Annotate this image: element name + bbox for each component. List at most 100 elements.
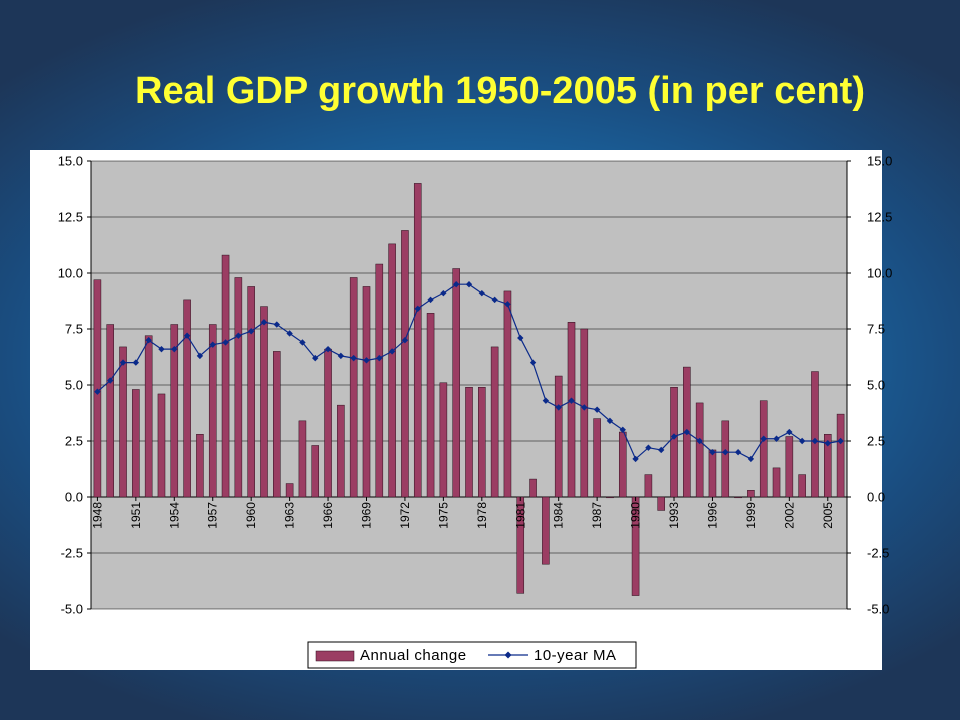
ma-line-group <box>94 281 844 463</box>
x-tick-label: 1972 <box>398 502 412 529</box>
ma-point <box>209 341 216 348</box>
bar <box>362 286 371 498</box>
x-tick-label: 1993 <box>667 502 681 529</box>
ma-point <box>145 337 152 344</box>
ma-point <box>337 352 345 360</box>
legend-bar-swatch <box>315 650 355 662</box>
bar <box>324 348 332 498</box>
bar <box>234 277 243 498</box>
ma-point <box>568 397 575 404</box>
ma-point <box>414 305 421 313</box>
ma-point <box>645 444 652 451</box>
bar <box>426 313 435 498</box>
ma-point <box>388 348 396 355</box>
right-tick-label: 7.5 <box>867 322 885 337</box>
x-tick-label: 1948 <box>90 502 104 529</box>
bar <box>747 490 755 498</box>
bar <box>196 434 204 498</box>
x-tick-label: 1951 <box>129 502 143 529</box>
ma-point <box>222 339 229 346</box>
bar <box>337 404 345 498</box>
x-tick-label: 1996 <box>705 502 719 529</box>
ma-point <box>132 359 140 366</box>
bar <box>593 418 601 498</box>
bar <box>772 467 781 498</box>
bar <box>708 449 717 498</box>
ma-point <box>696 437 703 445</box>
ma-point <box>555 404 562 411</box>
bar <box>670 386 678 498</box>
bar <box>490 346 499 498</box>
bar <box>311 445 320 498</box>
bar <box>273 351 281 498</box>
ma-point <box>542 397 550 404</box>
ma-point <box>107 377 114 384</box>
ma-point <box>747 455 755 463</box>
right-tick-label: 12.5 <box>867 210 892 225</box>
bar <box>811 371 819 498</box>
ma-point <box>773 435 780 442</box>
bar <box>580 328 589 498</box>
x-tick-label: 1975 <box>436 502 450 529</box>
left-tick-label: 0.0 <box>65 490 83 505</box>
left-tick-label: 12.5 <box>58 210 83 225</box>
x-tick-label: 1957 <box>206 502 220 529</box>
ma-point <box>401 337 409 344</box>
ma-point <box>273 321 280 328</box>
ma-point <box>158 345 165 353</box>
x-tick-label: 1963 <box>283 502 297 529</box>
x-tick-label: 1966 <box>321 502 335 529</box>
bar <box>721 420 730 498</box>
ma-point <box>478 289 486 297</box>
left-tick-label: 5.0 <box>65 378 83 393</box>
bar <box>759 400 768 498</box>
ma-point <box>722 449 729 456</box>
annual-change-bars <box>93 183 845 596</box>
right-tick-label: 10.0 <box>867 266 892 281</box>
ma-point <box>606 417 614 425</box>
legend-point-swatch <box>504 651 512 659</box>
ma-point <box>376 354 383 362</box>
ma-point <box>171 345 178 353</box>
bar <box>388 243 396 498</box>
x-tick-label: 1960 <box>244 502 258 529</box>
bar <box>465 386 473 498</box>
ma-point <box>798 437 806 445</box>
right-tick-label: 2.5 <box>867 434 885 449</box>
x-tick-label: 1987 <box>590 502 604 529</box>
bar <box>144 335 153 498</box>
ma-point <box>260 319 268 326</box>
ma-point <box>504 301 511 308</box>
x-tick-label: 1954 <box>167 502 181 529</box>
bar <box>413 183 422 498</box>
ma-point <box>811 437 819 445</box>
right-tick-label: 15.0 <box>867 154 892 169</box>
bar <box>285 483 294 498</box>
legend-label-annual: Annual change <box>360 647 467 664</box>
bar <box>157 393 166 498</box>
bar <box>644 474 653 498</box>
bar <box>542 496 550 565</box>
ma-point <box>658 446 665 454</box>
ma-point <box>670 433 678 440</box>
x-tick-label: 1984 <box>552 502 566 529</box>
right-y-axis: -5.0 -2.5 0.0 2.5 5.0 7.5 10.0 12.5 15.0 <box>846 154 892 617</box>
ma-point <box>350 354 357 362</box>
legend: Annual change 10-year MA <box>307 641 637 669</box>
ma-point <box>824 440 831 447</box>
left-tick-label: -2.5 <box>61 546 83 561</box>
ma-point <box>581 404 588 411</box>
slide-title: Real GDP growth 1950-2005 (in per cent) <box>135 70 865 112</box>
left-tick-label: -5.0 <box>61 602 83 617</box>
bar <box>836 413 845 498</box>
bar <box>208 324 217 498</box>
ma-point <box>94 388 101 395</box>
x-tick-label: 1999 <box>744 502 758 529</box>
legend-box <box>307 641 637 669</box>
left-tick-label: 10.0 <box>58 266 83 281</box>
ma-point <box>183 332 191 339</box>
bar <box>606 496 614 499</box>
bar <box>221 254 230 498</box>
ma-point <box>593 406 601 413</box>
bar <box>618 431 627 498</box>
